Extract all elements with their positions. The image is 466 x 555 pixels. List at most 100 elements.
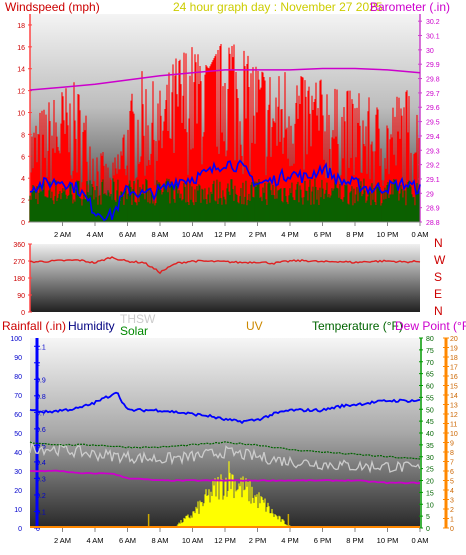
wind-x-tick-label: 6 AM [119,230,136,239]
direction-tick-label: 360 [13,242,25,249]
rain-tick-label: 0.1 [36,509,46,516]
climate-x-tick-label: 4 AM [86,536,103,545]
uv-tick-label: 5 [450,479,454,486]
legend-temperature: Temperature (°F) [312,319,403,333]
temperature-tick-label: 70 [426,360,434,367]
uv-tick-label: 10 [450,431,458,438]
barometer-tick-label: 30.2 [426,19,440,26]
uv-tick-label: 15 [450,384,458,391]
barometer-tick-label: 29.3 [426,148,440,155]
legend-solar: Solar [120,324,148,338]
direction-tick-label: 180 [13,276,25,283]
humidity-tick-label: 0 [18,526,22,533]
wind-x-tick-label: 8 AM [151,230,168,239]
uv-tick-label: 6 [450,469,454,476]
rain-tick-label: 1.1 [36,344,46,351]
wind-x-tick-label: 2 PM [249,230,267,239]
direction-plot-area [30,244,420,312]
climate-x-tick-label: 10 PM [377,536,399,545]
direction-ticks: 0 90 180 270 360 [13,242,32,317]
rain-tick-label: 0.2 [36,493,46,500]
uv-tick-label: 17 [450,365,458,372]
humidity-tick-label: 10 [14,507,22,514]
legend-thsw: THSW [120,312,156,326]
temperature-line [29,441,421,460]
uv-tick-label: 1 [450,517,454,524]
uv-tick-label: 8 [450,450,454,457]
rain-tick-label: 0.3 [36,476,46,483]
windspeed-tick-label: 2 [21,198,25,205]
uv-tick-label: 3 [450,498,454,505]
windspeed-tick-label: 12 [17,89,25,96]
uv-tick-label: 13 [450,403,458,410]
uv-tick-label: 0 [450,526,454,533]
temperature-tick-label: 0 [426,526,430,533]
humidity-tick-label: 80 [14,374,22,381]
uv-tick-label: 18 [450,355,458,362]
uv-tick-label: 20 [450,336,458,343]
humidity-tick-label: 30 [14,469,22,476]
rain-tick-label: 0.5 [36,443,46,450]
windspeed-tick-label: 6 [21,154,25,161]
rain-tick-label: 0.6 [36,427,46,434]
direction-tick-label: 90 [17,293,25,300]
wind-x-ticks: 2 AM 4 AM 6 AM 8 AM 10 AM 12 PM 2 PM 4 PM 6 PM 8 … [54,222,429,239]
temperature-tick-label: 30 [426,455,434,462]
climate-ticks: 010203040506070809010000.10.20.30.40.50.… [10,336,458,533]
legend-humidity: Humidity [68,319,115,333]
wind-x-tick-label: 2 AM [54,230,71,239]
compass-label: W [434,253,446,267]
uv-tick-label: 2 [450,507,454,514]
wind-x-tick-label: 8 PM [346,230,364,239]
temperature-tick-label: 45 [426,419,434,426]
legend-dewpoint: Dew Point (°F) [395,319,466,333]
wind-lines [29,67,421,222]
barometer-tick-label: 29.1 [426,177,440,184]
barometer-tick-label: 29.5 [426,120,440,127]
temperature-tick-label: 10 [426,502,434,509]
climate-axes [35,338,448,528]
humidity-tick-label: 20 [14,488,22,495]
windspeed-tick-label: 14 [17,67,25,74]
windspeed-tick-label: 4 [21,176,25,183]
humidity-tick-label: 40 [14,450,22,457]
temperature-tick-label: 15 [426,490,434,497]
windspeed-ticks: 0 2 4 6 8 10 12 14 16 18 [17,14,32,227]
wind-x-tick-label: 4 PM [281,230,299,239]
thsw-line [29,440,421,474]
temperature-tick-label: 25 [426,467,434,474]
uv-tick-label: 14 [450,393,458,400]
climate-x-tick-label: 6 AM [119,536,136,545]
climate-x-tick-label: 10 AM [182,536,203,545]
uv-tick-label: 9 [450,441,454,448]
climate-x-tick-label: 8 AM [151,536,168,545]
uv-tick-label: 12 [450,412,458,419]
temperature-tick-label: 80 [426,336,434,343]
rain-tick-label: 0.7 [36,410,46,417]
temperature-tick-label: 65 [426,372,434,379]
climate-x-tick-label: 0 AM [411,536,428,545]
temperature-tick-label: 50 [426,407,434,414]
rain-tick-label: 0.8 [36,394,46,401]
compass-label: N [434,236,443,250]
temperature-tick-label: 20 [426,479,434,486]
temperature-tick-label: 35 [426,443,434,450]
direction-tick-label: 270 [13,259,25,266]
climate-x-tick-label: 8 PM [346,536,364,545]
humidity-line [29,391,421,425]
climate-x-tick-label: 2 AM [54,536,71,545]
humidity-tick-label: 60 [14,412,22,419]
temperature-tick-label: 60 [426,384,434,391]
temperature-tick-label: 5 [426,514,430,521]
barometer-tick-label: 29.4 [426,134,440,141]
uv-tick-label: 16 [450,374,458,381]
barometer-ticks: 28.8 28.9 29 29.1 29.2 29.3 29.4 29.5 29.6 29.7 29… [418,14,440,227]
wind-x-tick-label: 10 AM [182,230,203,239]
uv-tick-label: 19 [450,346,458,353]
windspeed-tick-label: 0 [21,220,25,227]
wind-x-tick-label: 10 PM [377,230,399,239]
windspeed-tick-label: 18 [17,23,25,30]
climate-lines [29,391,421,485]
compass-label: E [434,287,442,301]
